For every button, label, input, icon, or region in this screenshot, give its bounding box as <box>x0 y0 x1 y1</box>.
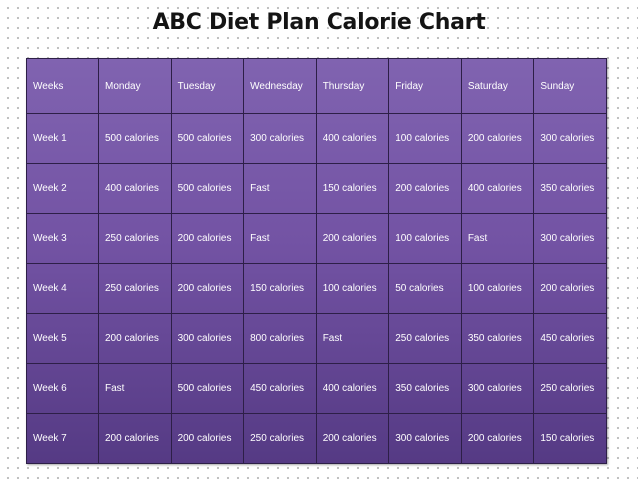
table-row: Week 5 200 calories 300 calories 800 calori… <box>26 313 607 364</box>
calorie-cell: 100 calories <box>388 213 462 264</box>
calorie-cell: 300 calories <box>533 213 607 264</box>
calorie-cell: 100 calories <box>315 263 390 314</box>
calorie-cell: 200 calories <box>460 413 535 464</box>
table-row: Week 4 250 calories 200 calories 150 calori… <box>26 263 607 314</box>
calorie-cell: 200 calories <box>460 113 535 164</box>
calorie-cell: 250 calories <box>533 363 607 414</box>
calorie-cell: 300 calories <box>170 313 245 364</box>
week-label-cell: Week 2 <box>26 163 99 214</box>
calorie-cell: 400 calories <box>315 363 390 414</box>
calorie-cell: Fast <box>243 163 317 214</box>
calorie-cell: 50 calories <box>388 263 462 314</box>
column-header: Weeks <box>26 58 99 114</box>
column-header: Friday <box>388 58 462 114</box>
column-header: Monday <box>98 58 172 114</box>
calorie-cell: 150 calories <box>315 163 390 214</box>
calorie-cell: 200 calories <box>388 163 462 214</box>
calorie-cell: 200 calories <box>315 413 390 464</box>
table-row: Week 6 Fast 500 calories 450 calories 400 ca… <box>26 363 607 414</box>
calorie-cell: 200 calories <box>170 413 245 464</box>
calorie-cell: Fast <box>98 363 172 414</box>
calorie-cell: 400 calories <box>315 113 390 164</box>
calorie-cell: Fast <box>243 213 317 264</box>
calorie-cell: Fast <box>460 213 535 264</box>
week-label-cell: Week 1 <box>26 113 99 164</box>
column-header: Wednesday <box>243 58 317 114</box>
calorie-cell: 500 calories <box>98 113 172 164</box>
week-label-cell: Week 5 <box>26 313 99 364</box>
calorie-cell: 150 calories <box>243 263 317 314</box>
calorie-cell: 300 calories <box>533 113 607 164</box>
page-title: ABC Diet Plan Calorie Chart <box>152 10 486 35</box>
week-label-cell: Week 4 <box>26 263 99 314</box>
calorie-cell: 100 calories <box>388 113 462 164</box>
column-header: Saturday <box>460 58 535 114</box>
calorie-cell: Fast <box>315 313 390 364</box>
calorie-cell: 400 calories <box>98 163 172 214</box>
calorie-cell: 250 calories <box>388 313 462 364</box>
table-body: Weeks Monday Tuesday Wednesday Thursday Frida… <box>26 58 607 464</box>
calorie-cell: 450 calories <box>533 313 607 364</box>
calorie-cell: 300 calories <box>243 113 317 164</box>
calorie-cell: 500 calories <box>170 163 245 214</box>
calorie-cell: 350 calories <box>388 363 462 414</box>
calorie-cell: 250 calories <box>243 413 317 464</box>
calorie-cell: 500 calories <box>170 363 245 414</box>
calorie-cell: 500 calories <box>170 113 245 164</box>
calorie-cell: 250 calories <box>98 213 172 264</box>
calorie-cell: 450 calories <box>243 363 317 414</box>
table-row: Week 7 200 calories 200 calories 250 calori… <box>26 413 607 464</box>
calorie-cell: 800 calories <box>243 313 317 364</box>
calorie-cell: 350 calories <box>533 163 607 214</box>
calorie-table: Weeks Monday Tuesday Wednesday Thursday Frida… <box>26 58 607 464</box>
calorie-cell: 200 calories <box>98 413 172 464</box>
table-header-row: Weeks Monday Tuesday Wednesday Thursday Frida… <box>26 58 607 114</box>
table-row: Week 2 400 calories 500 calories Fast 150 ca… <box>26 163 607 214</box>
column-header: Sunday <box>533 58 607 114</box>
calorie-cell: 200 calories <box>315 213 390 264</box>
column-header: Thursday <box>315 58 390 114</box>
table-row: Week 1 500 calories 500 calories 300 calori… <box>26 113 607 164</box>
column-header: Tuesday <box>170 58 245 114</box>
calorie-cell: 100 calories <box>460 263 535 314</box>
calorie-cell: 200 calories <box>98 313 172 364</box>
calorie-cell: 300 calories <box>388 413 462 464</box>
calorie-cell: 200 calories <box>170 213 245 264</box>
calorie-cell: 300 calories <box>460 363 535 414</box>
calorie-cell: 400 calories <box>460 163 535 214</box>
table-row: Week 3 250 calories 200 calories Fast 200 ca… <box>26 213 607 264</box>
calorie-cell: 350 calories <box>460 313 535 364</box>
calorie-cell: 200 calories <box>533 263 607 314</box>
week-label-cell: Week 6 <box>26 363 99 414</box>
calorie-cell: 250 calories <box>98 263 172 314</box>
week-label-cell: Week 3 <box>26 213 99 264</box>
week-label-cell: Week 7 <box>26 413 99 464</box>
calorie-cell: 200 calories <box>170 263 245 314</box>
calorie-cell: 150 calories <box>533 413 607 464</box>
